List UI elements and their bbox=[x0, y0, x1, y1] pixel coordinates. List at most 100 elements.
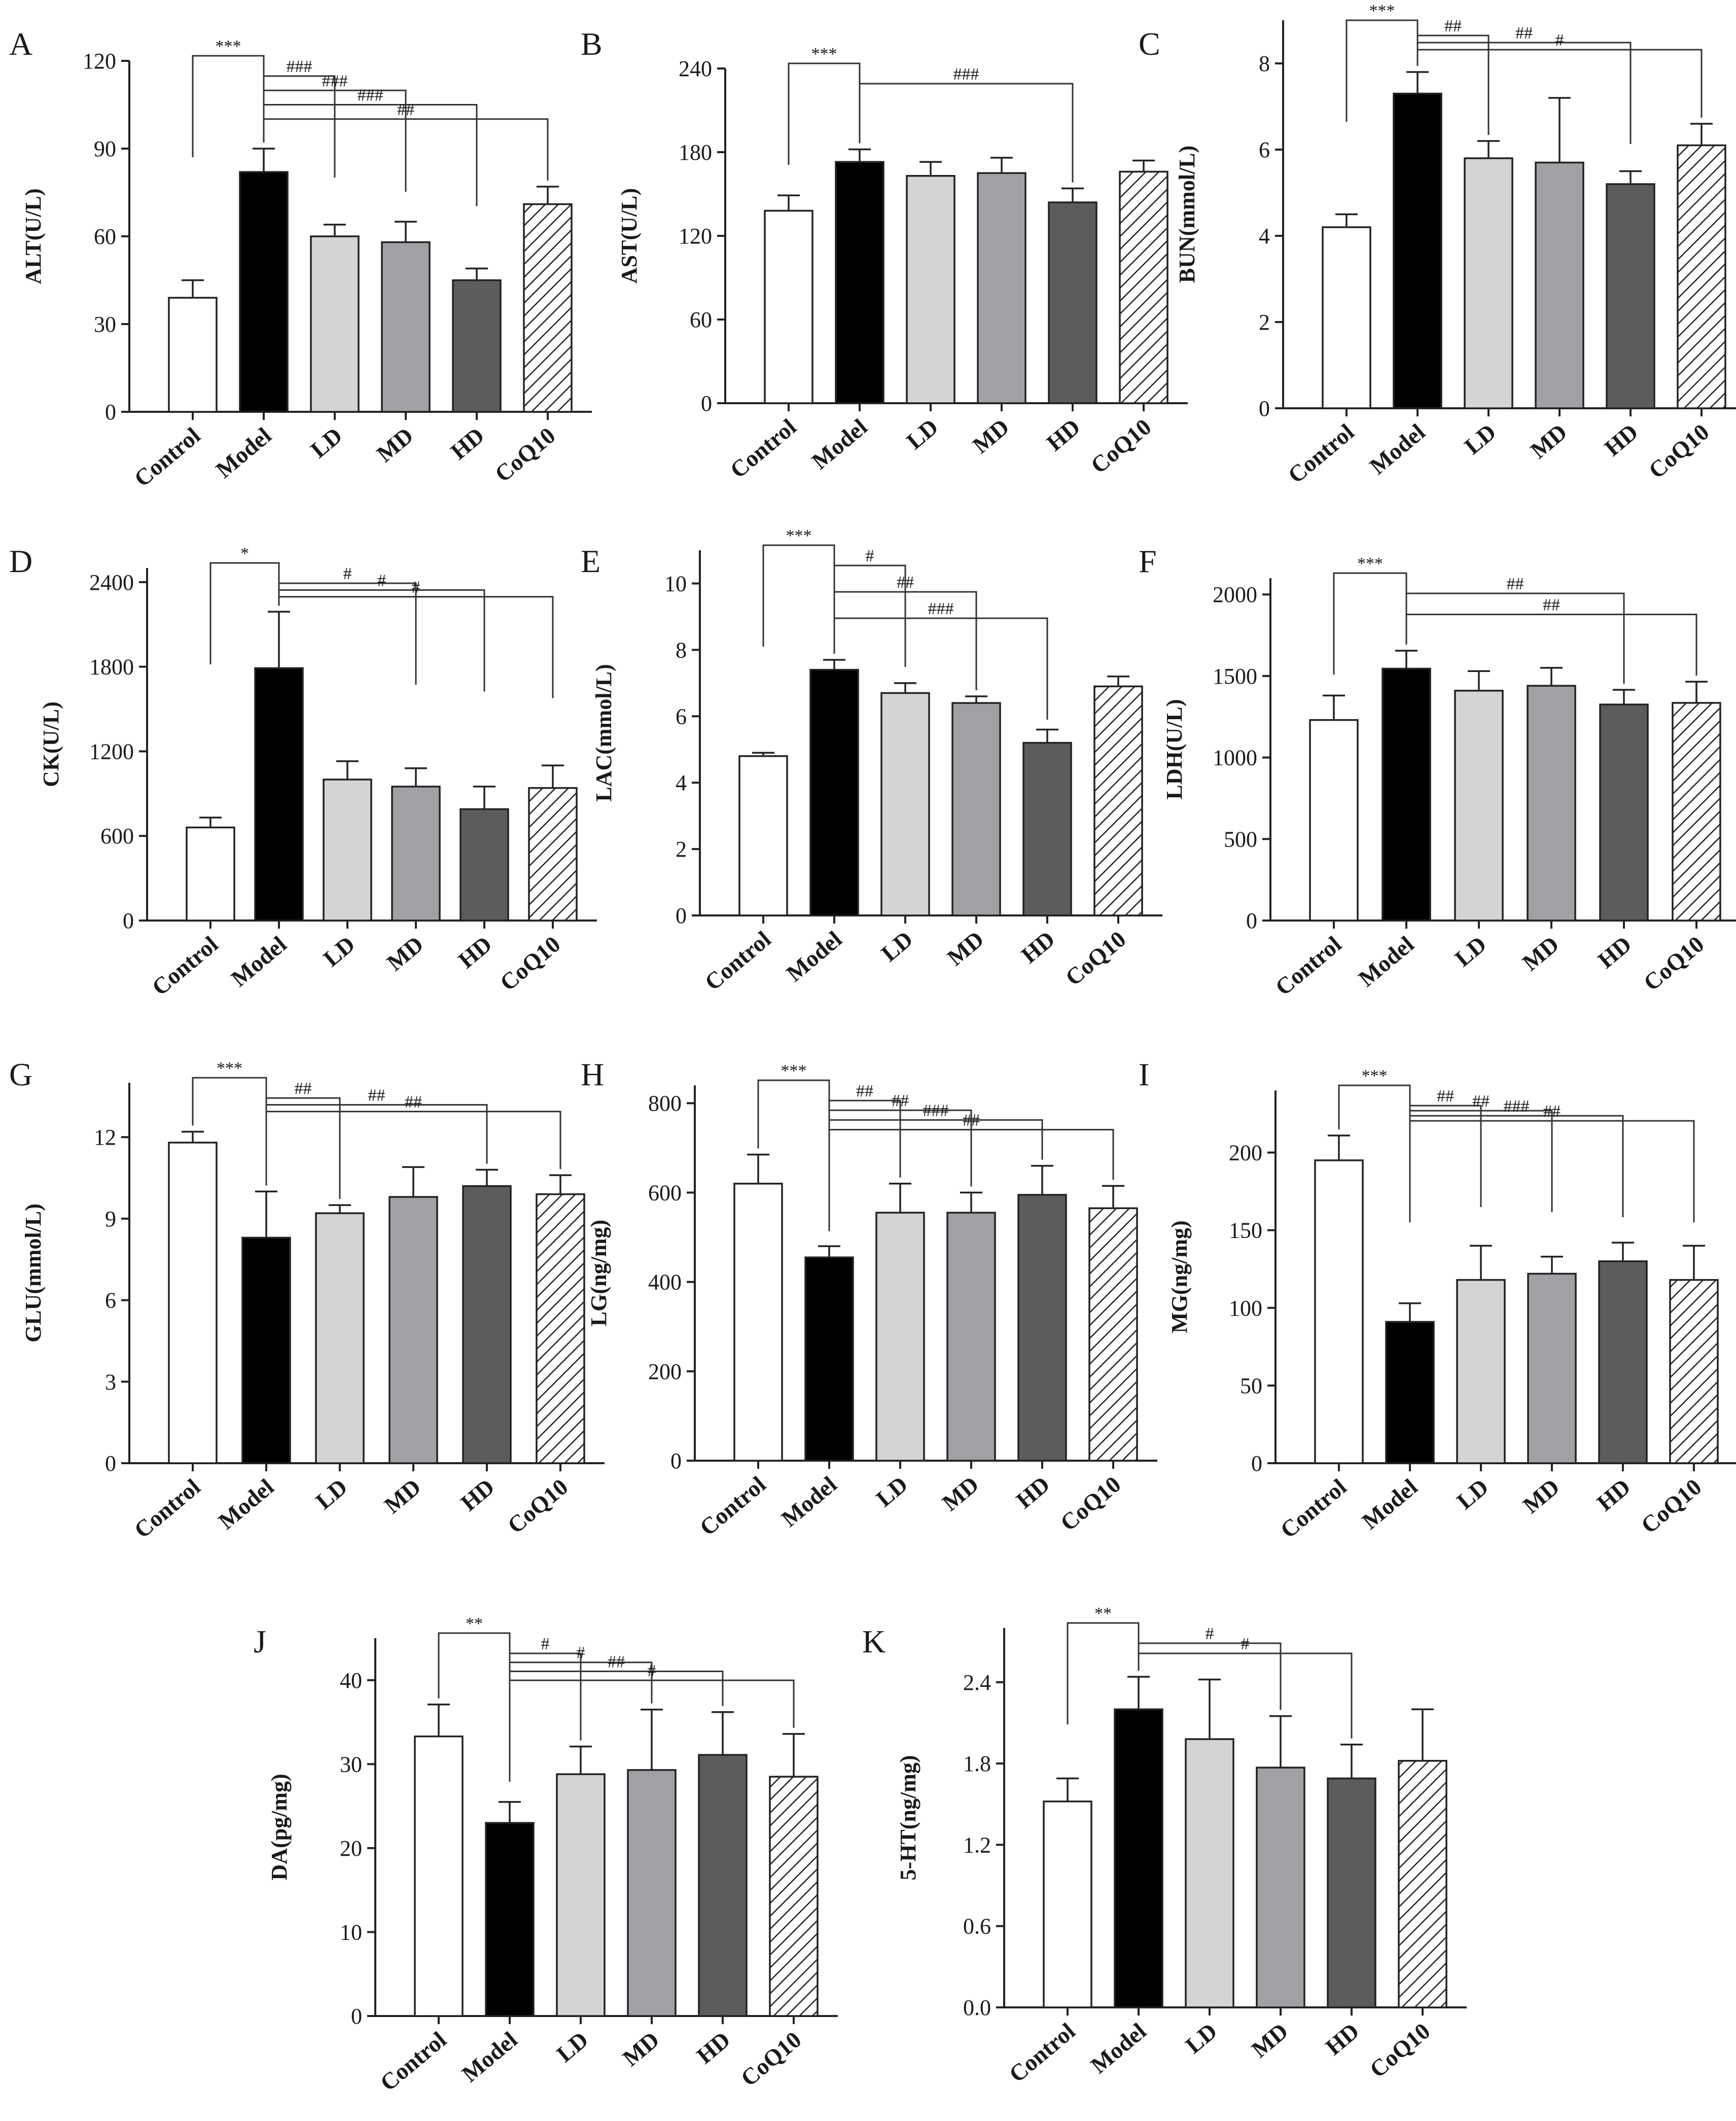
y-axis-label-f: LDH(U/L) bbox=[1162, 699, 1187, 800]
x-tick-label-b-control: Control bbox=[725, 414, 801, 483]
significance-label-d-0: * bbox=[240, 544, 249, 563]
x-tick-label-j-control: Control bbox=[375, 2027, 451, 2096]
y-tick-label-k-0: 0.0 bbox=[963, 1995, 991, 2020]
significance-label-g-2: ## bbox=[368, 1086, 385, 1105]
significance-bracket-i-4 bbox=[1409, 1120, 1695, 1222]
bar-g-hd bbox=[462, 1185, 512, 1464]
y-tick-label-f-0: 0 bbox=[1246, 908, 1257, 933]
bar-f-coq10 bbox=[1672, 702, 1721, 922]
bar-d-ld bbox=[323, 779, 372, 922]
bar-c-control bbox=[1322, 226, 1371, 409]
bar-e-hd bbox=[1022, 741, 1072, 916]
y-tick-label-g-0: 0 bbox=[105, 1451, 116, 1476]
significance-label-h-0: *** bbox=[781, 1062, 807, 1080]
y-tick-label-i-3: 150 bbox=[1229, 1218, 1262, 1243]
x-tick-label-i-hd: HD bbox=[1592, 1474, 1636, 1516]
significance-bracket-b-1 bbox=[859, 83, 1074, 183]
significance-bracket-i-3 bbox=[1409, 1115, 1624, 1217]
y-tick-label-g-4: 12 bbox=[94, 1125, 116, 1150]
panel-a: A 0 30 60 90 120 ALT(U/L) Control Model LD MD HD CoQ… bbox=[9, 26, 592, 492]
y-tick-label-a-4: 120 bbox=[83, 49, 116, 74]
x-tick-label-f-coq10: CoQ10 bbox=[1639, 931, 1709, 996]
significance-label-i-4: ## bbox=[1543, 1102, 1561, 1121]
bar-c-hd bbox=[1606, 183, 1655, 409]
y-tick-label-e-4: 8 bbox=[676, 638, 687, 662]
y-tick-label-e-3: 6 bbox=[676, 704, 687, 729]
y-tick-label-f-2: 1000 bbox=[1213, 746, 1257, 770]
significance-bracket-d-0 bbox=[209, 562, 280, 664]
significance-label-f-0: *** bbox=[1357, 554, 1383, 573]
x-tick-label-k-ld: LD bbox=[1181, 2018, 1222, 2059]
significance-label-j-4: # bbox=[648, 1662, 656, 1680]
x-tick-label-g-hd: HD bbox=[456, 1474, 500, 1516]
significance-bracket-d-3 bbox=[278, 596, 554, 698]
x-tick-label-c-ld: LD bbox=[1460, 419, 1501, 459]
x-tick-label-a-ld: LD bbox=[306, 422, 347, 463]
x-tick-label-h-md: MD bbox=[937, 1471, 983, 1516]
bar-g-control bbox=[168, 1142, 218, 1464]
x-tick-label-a-control: Control bbox=[129, 422, 205, 492]
significance-label-d-2: # bbox=[377, 571, 386, 590]
bar-c-coq10 bbox=[1677, 144, 1726, 409]
bar-a-hd bbox=[452, 279, 502, 413]
x-tick-label-g-model: Model bbox=[214, 1474, 279, 1535]
bar-d-coq10 bbox=[528, 787, 578, 922]
y-tick-label-c-0: 0 bbox=[1259, 396, 1270, 421]
y-tick-label-f-3: 1500 bbox=[1213, 664, 1257, 689]
panel-letter-c: C bbox=[1139, 26, 1160, 62]
significance-label-a-0: *** bbox=[216, 37, 241, 56]
significance-label-i-0: *** bbox=[1362, 1067, 1388, 1085]
x-tick-label-e-md: MD bbox=[942, 926, 988, 971]
y-tick-label-b-1: 60 bbox=[690, 307, 712, 332]
bar-g-model bbox=[241, 1236, 291, 1464]
x-tick-label-j-coq10: CoQ10 bbox=[736, 2027, 806, 2092]
panel-letter-k: K bbox=[862, 1623, 885, 1659]
bar-a-coq10 bbox=[523, 203, 573, 413]
y-tick-label-e-2: 4 bbox=[676, 770, 687, 795]
y-tick-label-d-2: 1200 bbox=[89, 739, 134, 764]
bar-d-control bbox=[186, 826, 235, 922]
significance-label-c-1: ## bbox=[1444, 17, 1462, 36]
bar-d-model bbox=[254, 667, 304, 922]
x-tick-label-d-ld: LD bbox=[318, 931, 360, 972]
significance-bracket-e-0 bbox=[762, 544, 835, 647]
significance-label-a-1: ### bbox=[287, 57, 312, 76]
significance-label-i-3: ### bbox=[1504, 1097, 1530, 1116]
bar-h-ld bbox=[875, 1212, 925, 1462]
bar-k-ld bbox=[1185, 1738, 1234, 2008]
bar-c-md bbox=[1535, 161, 1584, 409]
y-tick-label-e-0: 0 bbox=[676, 903, 687, 928]
x-tick-label-d-md: MD bbox=[382, 931, 428, 976]
y-tick-label-e-5: 10 bbox=[664, 571, 687, 596]
x-tick-label-a-coq10: CoQ10 bbox=[490, 422, 560, 487]
x-tick-label-h-coq10: CoQ10 bbox=[1055, 1471, 1125, 1536]
significance-label-h-4: ## bbox=[963, 1111, 980, 1129]
significance-label-c-0: *** bbox=[1369, 2, 1395, 20]
bar-f-hd bbox=[1599, 703, 1649, 922]
significance-bracket-k-2 bbox=[1138, 1652, 1353, 1739]
x-tick-label-i-md: MD bbox=[1518, 1474, 1564, 1518]
y-tick-label-j-4: 40 bbox=[340, 1668, 362, 1693]
x-tick-label-f-control: Control bbox=[1270, 931, 1347, 1001]
y-tick-label-k-2: 1.2 bbox=[963, 1832, 991, 1857]
y-tick-label-i-4: 200 bbox=[1229, 1141, 1262, 1165]
y-tick-label-j-3: 30 bbox=[340, 1752, 362, 1777]
y-tick-label-a-3: 90 bbox=[94, 136, 116, 161]
significance-label-f-2: ## bbox=[1543, 596, 1560, 615]
y-tick-label-j-0: 0 bbox=[351, 2004, 362, 2029]
significance-label-c-3: # bbox=[1555, 31, 1564, 50]
bar-e-coq10 bbox=[1093, 685, 1143, 916]
x-tick-label-i-control: Control bbox=[1276, 1474, 1352, 1543]
x-tick-label-f-model: Model bbox=[1354, 931, 1419, 992]
significance-label-e-2: ## bbox=[897, 573, 914, 592]
y-tick-label-i-2: 100 bbox=[1229, 1296, 1262, 1321]
x-tick-label-k-hd: HD bbox=[1321, 2018, 1364, 2060]
x-tick-label-b-ld: LD bbox=[902, 414, 943, 454]
y-axis-label-j: DA(pg/mg) bbox=[267, 1774, 292, 1880]
bar-d-md bbox=[391, 786, 441, 922]
significance-bracket-j-1 bbox=[509, 1652, 582, 1755]
y-axis-label-c: BUN(mmol/L) bbox=[1175, 146, 1199, 283]
x-tick-label-b-model: Model bbox=[807, 414, 872, 475]
y-tick-label-a-2: 60 bbox=[94, 224, 116, 249]
x-tick-label-e-hd: HD bbox=[1016, 926, 1060, 968]
